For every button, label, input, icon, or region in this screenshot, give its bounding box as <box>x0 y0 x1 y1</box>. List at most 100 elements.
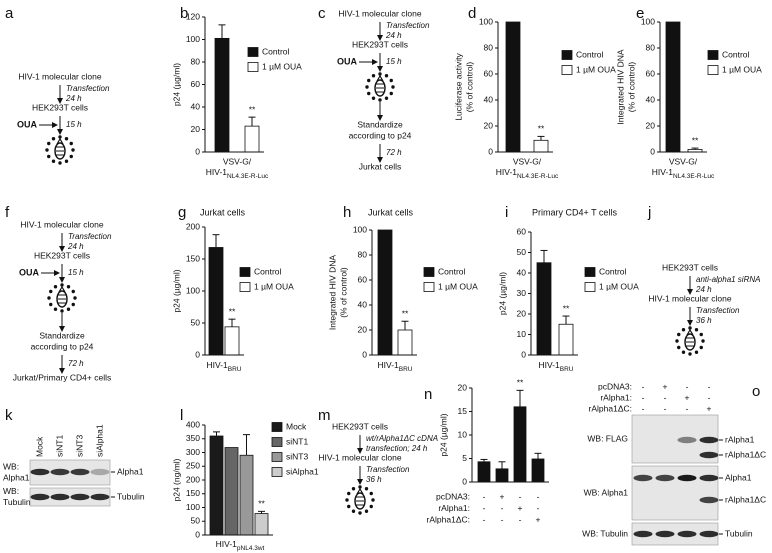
bar <box>665 21 681 153</box>
arrow-note: 15 h <box>386 57 402 66</box>
bar <box>477 461 491 483</box>
y-tick-label: 60 <box>191 79 201 89</box>
cell-icon <box>47 283 77 313</box>
x-label-prefix: VSV-G/ <box>669 156 698 166</box>
condition-sign: + <box>500 491 505 501</box>
bar <box>531 458 545 483</box>
cell-icon <box>345 485 375 515</box>
y-tick-label: 40 <box>484 94 494 104</box>
step-text: Jurkat cells <box>359 161 402 171</box>
panel-letter: m <box>318 407 331 424</box>
band <box>30 493 50 501</box>
condition-sign: + <box>663 381 668 391</box>
condition-sign: - <box>708 392 711 402</box>
y-tick-label: 0 <box>650 146 655 156</box>
bar <box>214 37 230 153</box>
panel-letter: d <box>468 5 476 22</box>
significance: ** <box>258 499 265 509</box>
input-label: OUA <box>337 56 358 66</box>
legend-swatch <box>247 62 259 72</box>
x-label-sub: BRU <box>228 366 242 373</box>
y-tick-label: 80 <box>646 42 656 52</box>
y-tick-label: 15 <box>458 406 468 416</box>
band <box>655 530 675 538</box>
y-tick-label: 40 <box>646 94 656 104</box>
bar <box>536 262 552 356</box>
condition-name: pcDNA3: <box>436 491 470 501</box>
cell-dot <box>345 498 349 502</box>
condition-name: rAlpha1ΔC: <box>589 403 632 413</box>
cell-dot <box>391 85 395 89</box>
cell-dot <box>694 350 699 354</box>
legend-label: Control <box>722 49 750 59</box>
x-label-sub: BRU <box>399 366 413 373</box>
cell-dot <box>47 141 51 146</box>
y-axis-label: Luciferase activity <box>453 52 463 120</box>
bar <box>397 329 413 356</box>
arrow-note: 24 h <box>65 94 82 103</box>
y-tick-label: 50 <box>191 317 201 327</box>
condition-sign: - <box>483 514 486 524</box>
step-text: HIV-1 molecular clone <box>18 71 101 81</box>
condition-sign: - <box>537 491 540 501</box>
cell-top <box>56 137 64 145</box>
condition-sign: + <box>518 503 523 513</box>
band <box>699 530 719 538</box>
y-tick-label: 100 <box>353 224 367 234</box>
x-label-sub: NL4.3E-R-Luc <box>227 173 269 180</box>
legend-swatch <box>423 267 435 277</box>
y-tick-label: 100 <box>641 16 655 26</box>
legend-label: Control <box>576 49 604 59</box>
y-tick-label: 0 <box>521 349 526 359</box>
y-tick-label: 0 <box>462 476 467 486</box>
legend-label: Control <box>438 266 466 276</box>
cell-icon <box>675 326 705 356</box>
bar <box>208 247 224 356</box>
cell-icon <box>45 135 75 165</box>
significance: ** <box>692 135 699 145</box>
legend-swatch <box>271 452 283 462</box>
step-text: according to p24 <box>31 341 94 351</box>
cell-dot <box>45 148 49 152</box>
step-text: Standardize <box>357 119 403 129</box>
cell-dot <box>60 309 64 313</box>
panel-letter: i <box>505 204 508 221</box>
y-tick-label: 40 <box>517 267 527 277</box>
cell-dot <box>73 296 77 300</box>
cell-dot <box>364 487 369 491</box>
y-tick-label: 100 <box>186 34 200 44</box>
x-label-sub: NL4.3E-R-Luc <box>673 173 715 180</box>
y-tick-label: 40 <box>358 299 368 309</box>
condition-sign: - <box>708 381 711 391</box>
condition-sign: - <box>642 403 645 413</box>
panel-letter: l <box>180 407 183 424</box>
y-tick-label: 20 <box>646 120 656 130</box>
band <box>50 468 70 476</box>
condition-name: rAlpha1ΔC: <box>427 514 470 524</box>
legend-label: Control <box>254 266 282 276</box>
panel-letter: a <box>5 5 14 22</box>
cell-dot <box>51 159 56 163</box>
cell-dot <box>688 326 692 330</box>
arrow-note: 24 h <box>695 285 712 294</box>
step-text: HIV-1 molecular clone <box>318 452 401 462</box>
y-tick-label: 30 <box>517 288 527 298</box>
legend-label: 1 µM OUA <box>438 281 478 291</box>
blot-label: Alpha1 <box>3 472 30 482</box>
legend-label: 1 µM OUA <box>722 64 762 74</box>
legend-label: siNT3 <box>286 451 308 461</box>
x-label-sub: BRU <box>560 366 574 373</box>
blot-label: WB: FLAG <box>587 433 628 443</box>
x-label: HIV-1BRU <box>207 360 242 372</box>
band <box>677 530 697 538</box>
y-tick-label: 10 <box>458 429 468 439</box>
marker-label: Tubulin <box>117 491 145 501</box>
blot-label: WB: <box>3 486 19 496</box>
blot-label: WB: Tubulin <box>582 528 628 538</box>
condition-sign: - <box>483 503 486 513</box>
x-label-main: HIV-1 <box>378 360 400 370</box>
arrow-note: 36 h <box>696 316 712 325</box>
bar <box>495 468 509 483</box>
y-axis-label: p24 (µg/ml) <box>171 269 181 312</box>
